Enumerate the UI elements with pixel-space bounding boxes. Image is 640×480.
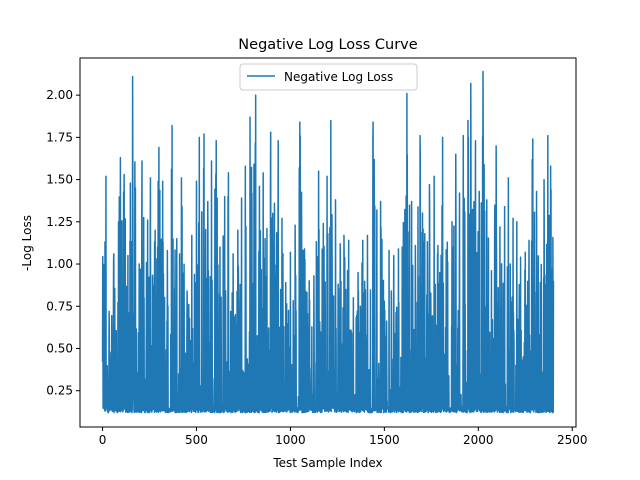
x-tick-label: 500 [185,433,208,447]
x-axis-label: Test Sample Index [272,456,382,470]
legend-label: Negative Log Loss [284,70,393,84]
x-tick-label: 2500 [557,433,588,447]
series-layer [101,70,555,414]
y-tick-label: 0.75 [46,299,73,313]
legend-box [239,63,418,91]
x-tick-label: 2000 [463,433,494,447]
y-tick-label: 1.75 [46,130,73,144]
x-tick-label: 1500 [369,433,400,447]
y-tick-label: 2.00 [46,88,73,102]
legend: Negative Log Loss [239,63,418,91]
series-line-negative-log-loss [101,70,555,414]
x-tick-label: 0 [99,433,107,447]
y-tick-label: 1.25 [46,215,73,229]
y-tick-label: 0.25 [46,384,73,398]
y-axis-label: -Log Loss [20,215,34,271]
x-tick-label: 1000 [275,433,306,447]
y-tick-label: 0.50 [46,341,73,355]
y-axis: 0.25 0.50 0.75 1.00 1.25 1.50 1.75 2.00 [46,88,80,398]
plot-frame [79,57,577,428]
chart-title: Negative Log Loss Curve [238,37,417,53]
y-tick-label: 1.50 [46,173,73,187]
x-axis: 0 500 1000 1500 2000 2500 [99,427,588,447]
y-tick-label: 1.00 [46,257,73,271]
